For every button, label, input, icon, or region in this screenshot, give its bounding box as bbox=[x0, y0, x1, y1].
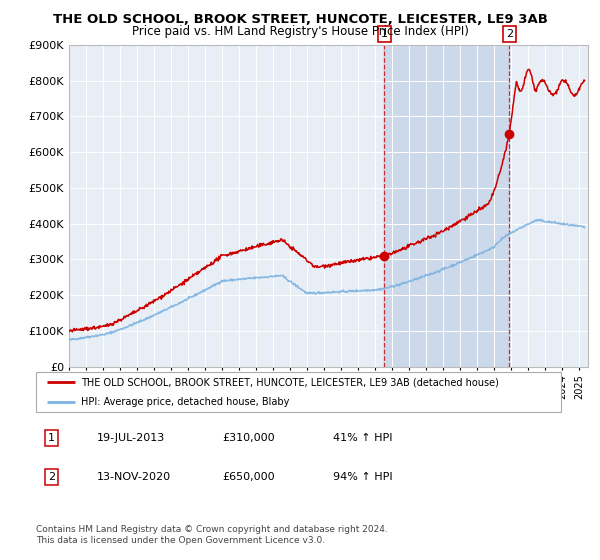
FancyBboxPatch shape bbox=[36, 372, 561, 412]
Text: THE OLD SCHOOL, BROOK STREET, HUNCOTE, LEICESTER, LE9 3AB: THE OLD SCHOOL, BROOK STREET, HUNCOTE, L… bbox=[53, 13, 547, 26]
Text: £650,000: £650,000 bbox=[223, 472, 275, 482]
Text: Price paid vs. HM Land Registry's House Price Index (HPI): Price paid vs. HM Land Registry's House … bbox=[131, 25, 469, 38]
Text: Contains HM Land Registry data © Crown copyright and database right 2024.
This d: Contains HM Land Registry data © Crown c… bbox=[36, 525, 388, 545]
Text: 19-JUL-2013: 19-JUL-2013 bbox=[97, 433, 164, 443]
Text: £310,000: £310,000 bbox=[223, 433, 275, 443]
Text: THE OLD SCHOOL, BROOK STREET, HUNCOTE, LEICESTER, LE9 3AB (detached house): THE OLD SCHOOL, BROOK STREET, HUNCOTE, L… bbox=[80, 377, 499, 388]
Text: 94% ↑ HPI: 94% ↑ HPI bbox=[332, 472, 392, 482]
Text: 41% ↑ HPI: 41% ↑ HPI bbox=[332, 433, 392, 443]
Text: HPI: Average price, detached house, Blaby: HPI: Average price, detached house, Blab… bbox=[80, 397, 289, 407]
Text: 1: 1 bbox=[381, 29, 388, 39]
Text: 13-NOV-2020: 13-NOV-2020 bbox=[97, 472, 170, 482]
Text: 2: 2 bbox=[506, 29, 513, 39]
Text: 1: 1 bbox=[48, 433, 55, 443]
Text: 2: 2 bbox=[48, 472, 55, 482]
Bar bbox=[385, 45, 509, 367]
